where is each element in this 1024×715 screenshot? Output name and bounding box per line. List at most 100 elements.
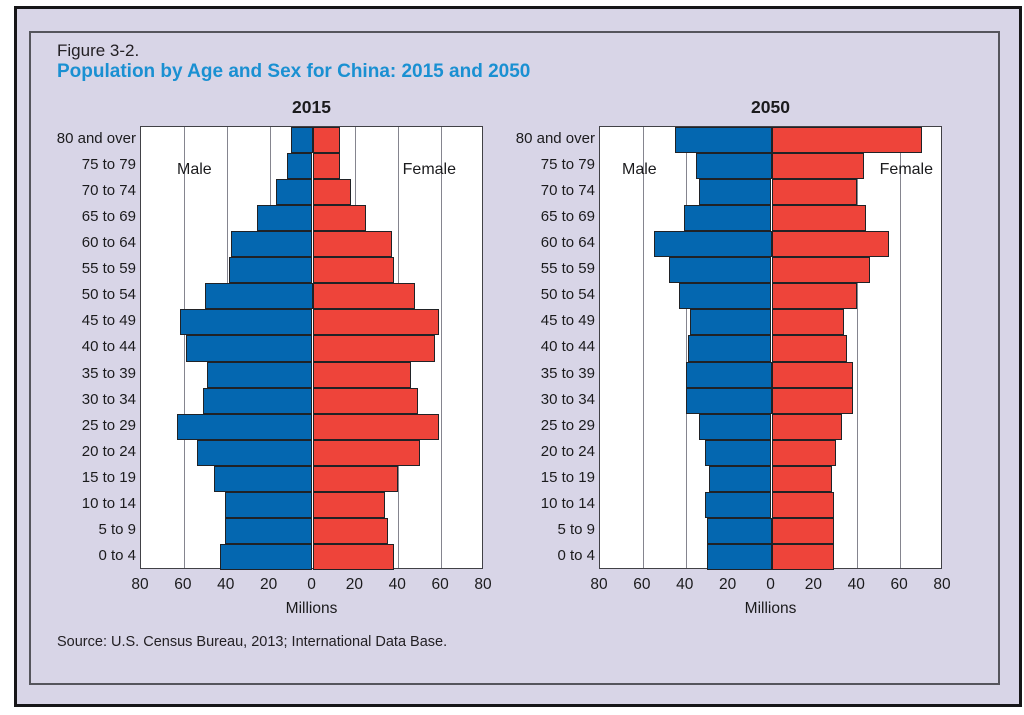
female-bar bbox=[312, 153, 341, 180]
age-label: 45 to 49 bbox=[540, 312, 595, 330]
male-bar bbox=[231, 231, 313, 258]
x-tick-label: 80 bbox=[474, 576, 492, 593]
age-label: 35 to 39 bbox=[81, 364, 136, 382]
male-bar bbox=[276, 179, 313, 206]
male-bar bbox=[179, 309, 313, 336]
female-bar bbox=[771, 413, 843, 440]
age-label: 5 to 9 bbox=[557, 520, 595, 538]
female-bar bbox=[312, 335, 435, 362]
male-bar bbox=[228, 257, 313, 284]
male-bar bbox=[668, 257, 772, 284]
gridline bbox=[642, 127, 644, 568]
female-bar bbox=[312, 439, 420, 466]
figure-number: Figure 3-2. bbox=[57, 41, 140, 60]
female-bar bbox=[771, 543, 834, 570]
male-bar bbox=[213, 465, 313, 492]
x-tick-label: 40 bbox=[217, 576, 235, 593]
male-label: Male bbox=[177, 161, 212, 178]
age-label: 30 to 34 bbox=[81, 390, 136, 408]
female-bar bbox=[771, 335, 847, 362]
age-label: 75 to 79 bbox=[540, 156, 595, 174]
male-bar bbox=[653, 231, 772, 258]
male-bar bbox=[196, 439, 313, 466]
age-label: 40 to 44 bbox=[81, 338, 136, 356]
female-bar bbox=[771, 439, 836, 466]
gridline bbox=[183, 127, 185, 568]
x-tick-label: 40 bbox=[847, 576, 865, 593]
figure-title: Population by Age and Sex for China: 201… bbox=[57, 61, 531, 82]
female-bar bbox=[771, 517, 834, 544]
age-label: 45 to 49 bbox=[81, 312, 136, 330]
age-label: 30 to 34 bbox=[540, 390, 595, 408]
x-tick-label: 40 bbox=[676, 576, 694, 593]
age-label: 15 to 19 bbox=[540, 468, 595, 486]
male-bar bbox=[687, 335, 772, 362]
male-bar bbox=[685, 361, 772, 388]
age-label: 65 to 69 bbox=[540, 208, 595, 226]
male-bar bbox=[705, 491, 772, 518]
x-tick-label: 0 bbox=[307, 576, 316, 593]
male-bar bbox=[207, 361, 313, 388]
age-label: 0 to 4 bbox=[98, 546, 136, 564]
age-label: 80 and over bbox=[515, 130, 595, 147]
age-label: 35 to 39 bbox=[540, 364, 595, 382]
x-tick-label: 20 bbox=[719, 576, 737, 593]
male-bar bbox=[220, 543, 313, 570]
male-bar bbox=[177, 413, 313, 440]
male-bar bbox=[186, 335, 313, 362]
male-bar bbox=[205, 283, 313, 310]
gridline bbox=[857, 127, 859, 568]
male-bar bbox=[679, 283, 772, 310]
female-bar bbox=[771, 179, 858, 206]
gridline bbox=[685, 127, 687, 568]
female-bar bbox=[312, 413, 439, 440]
male-bar bbox=[203, 387, 313, 414]
female-label: Female bbox=[879, 161, 933, 178]
male-label: Male bbox=[622, 161, 657, 178]
male-bar bbox=[690, 309, 772, 336]
female-bar bbox=[312, 361, 412, 388]
gridline bbox=[441, 127, 443, 568]
x-tick-label: 80 bbox=[131, 576, 149, 593]
female-bar bbox=[312, 309, 439, 336]
female-bar bbox=[771, 309, 845, 336]
age-label: 50 to 54 bbox=[81, 286, 136, 304]
plot-area-2015: Male Female bbox=[140, 126, 483, 570]
female-label: Female bbox=[402, 161, 456, 178]
x-tick-label: 60 bbox=[633, 576, 651, 593]
female-bar bbox=[771, 491, 834, 518]
x-axis-label: Millions bbox=[744, 600, 797, 617]
x-tick-label: 0 bbox=[766, 576, 775, 593]
male-bar bbox=[675, 127, 772, 154]
male-bar bbox=[256, 205, 313, 232]
x-axis-label: Millions bbox=[285, 600, 338, 617]
female-bar bbox=[312, 387, 418, 414]
female-bar bbox=[771, 465, 832, 492]
female-bar bbox=[312, 465, 399, 492]
female-bar bbox=[312, 179, 352, 206]
age-label: 25 to 29 bbox=[540, 416, 595, 434]
female-bar bbox=[312, 283, 416, 310]
age-label: 75 to 79 bbox=[81, 156, 136, 174]
female-bar bbox=[771, 361, 853, 388]
age-label: 65 to 69 bbox=[81, 208, 136, 226]
age-label: 70 to 74 bbox=[81, 182, 136, 200]
figure-panel: Figure 3-2. Population by Age and Sex fo… bbox=[14, 6, 1022, 707]
male-bar bbox=[698, 413, 772, 440]
female-bar bbox=[312, 257, 394, 284]
age-label: 10 to 14 bbox=[81, 494, 136, 512]
female-bar bbox=[312, 127, 341, 154]
male-bar bbox=[685, 387, 772, 414]
male-bar bbox=[291, 127, 313, 154]
female-bar bbox=[771, 127, 922, 154]
male-bar bbox=[709, 465, 772, 492]
age-label: 50 to 54 bbox=[540, 286, 595, 304]
female-bar bbox=[312, 543, 394, 570]
male-bar bbox=[707, 517, 772, 544]
age-label: 5 to 9 bbox=[98, 520, 136, 538]
age-label: 20 to 24 bbox=[540, 442, 595, 460]
male-bar bbox=[705, 439, 772, 466]
age-label: 25 to 29 bbox=[81, 416, 136, 434]
x-tick-label: 60 bbox=[431, 576, 449, 593]
female-bar bbox=[771, 231, 890, 258]
